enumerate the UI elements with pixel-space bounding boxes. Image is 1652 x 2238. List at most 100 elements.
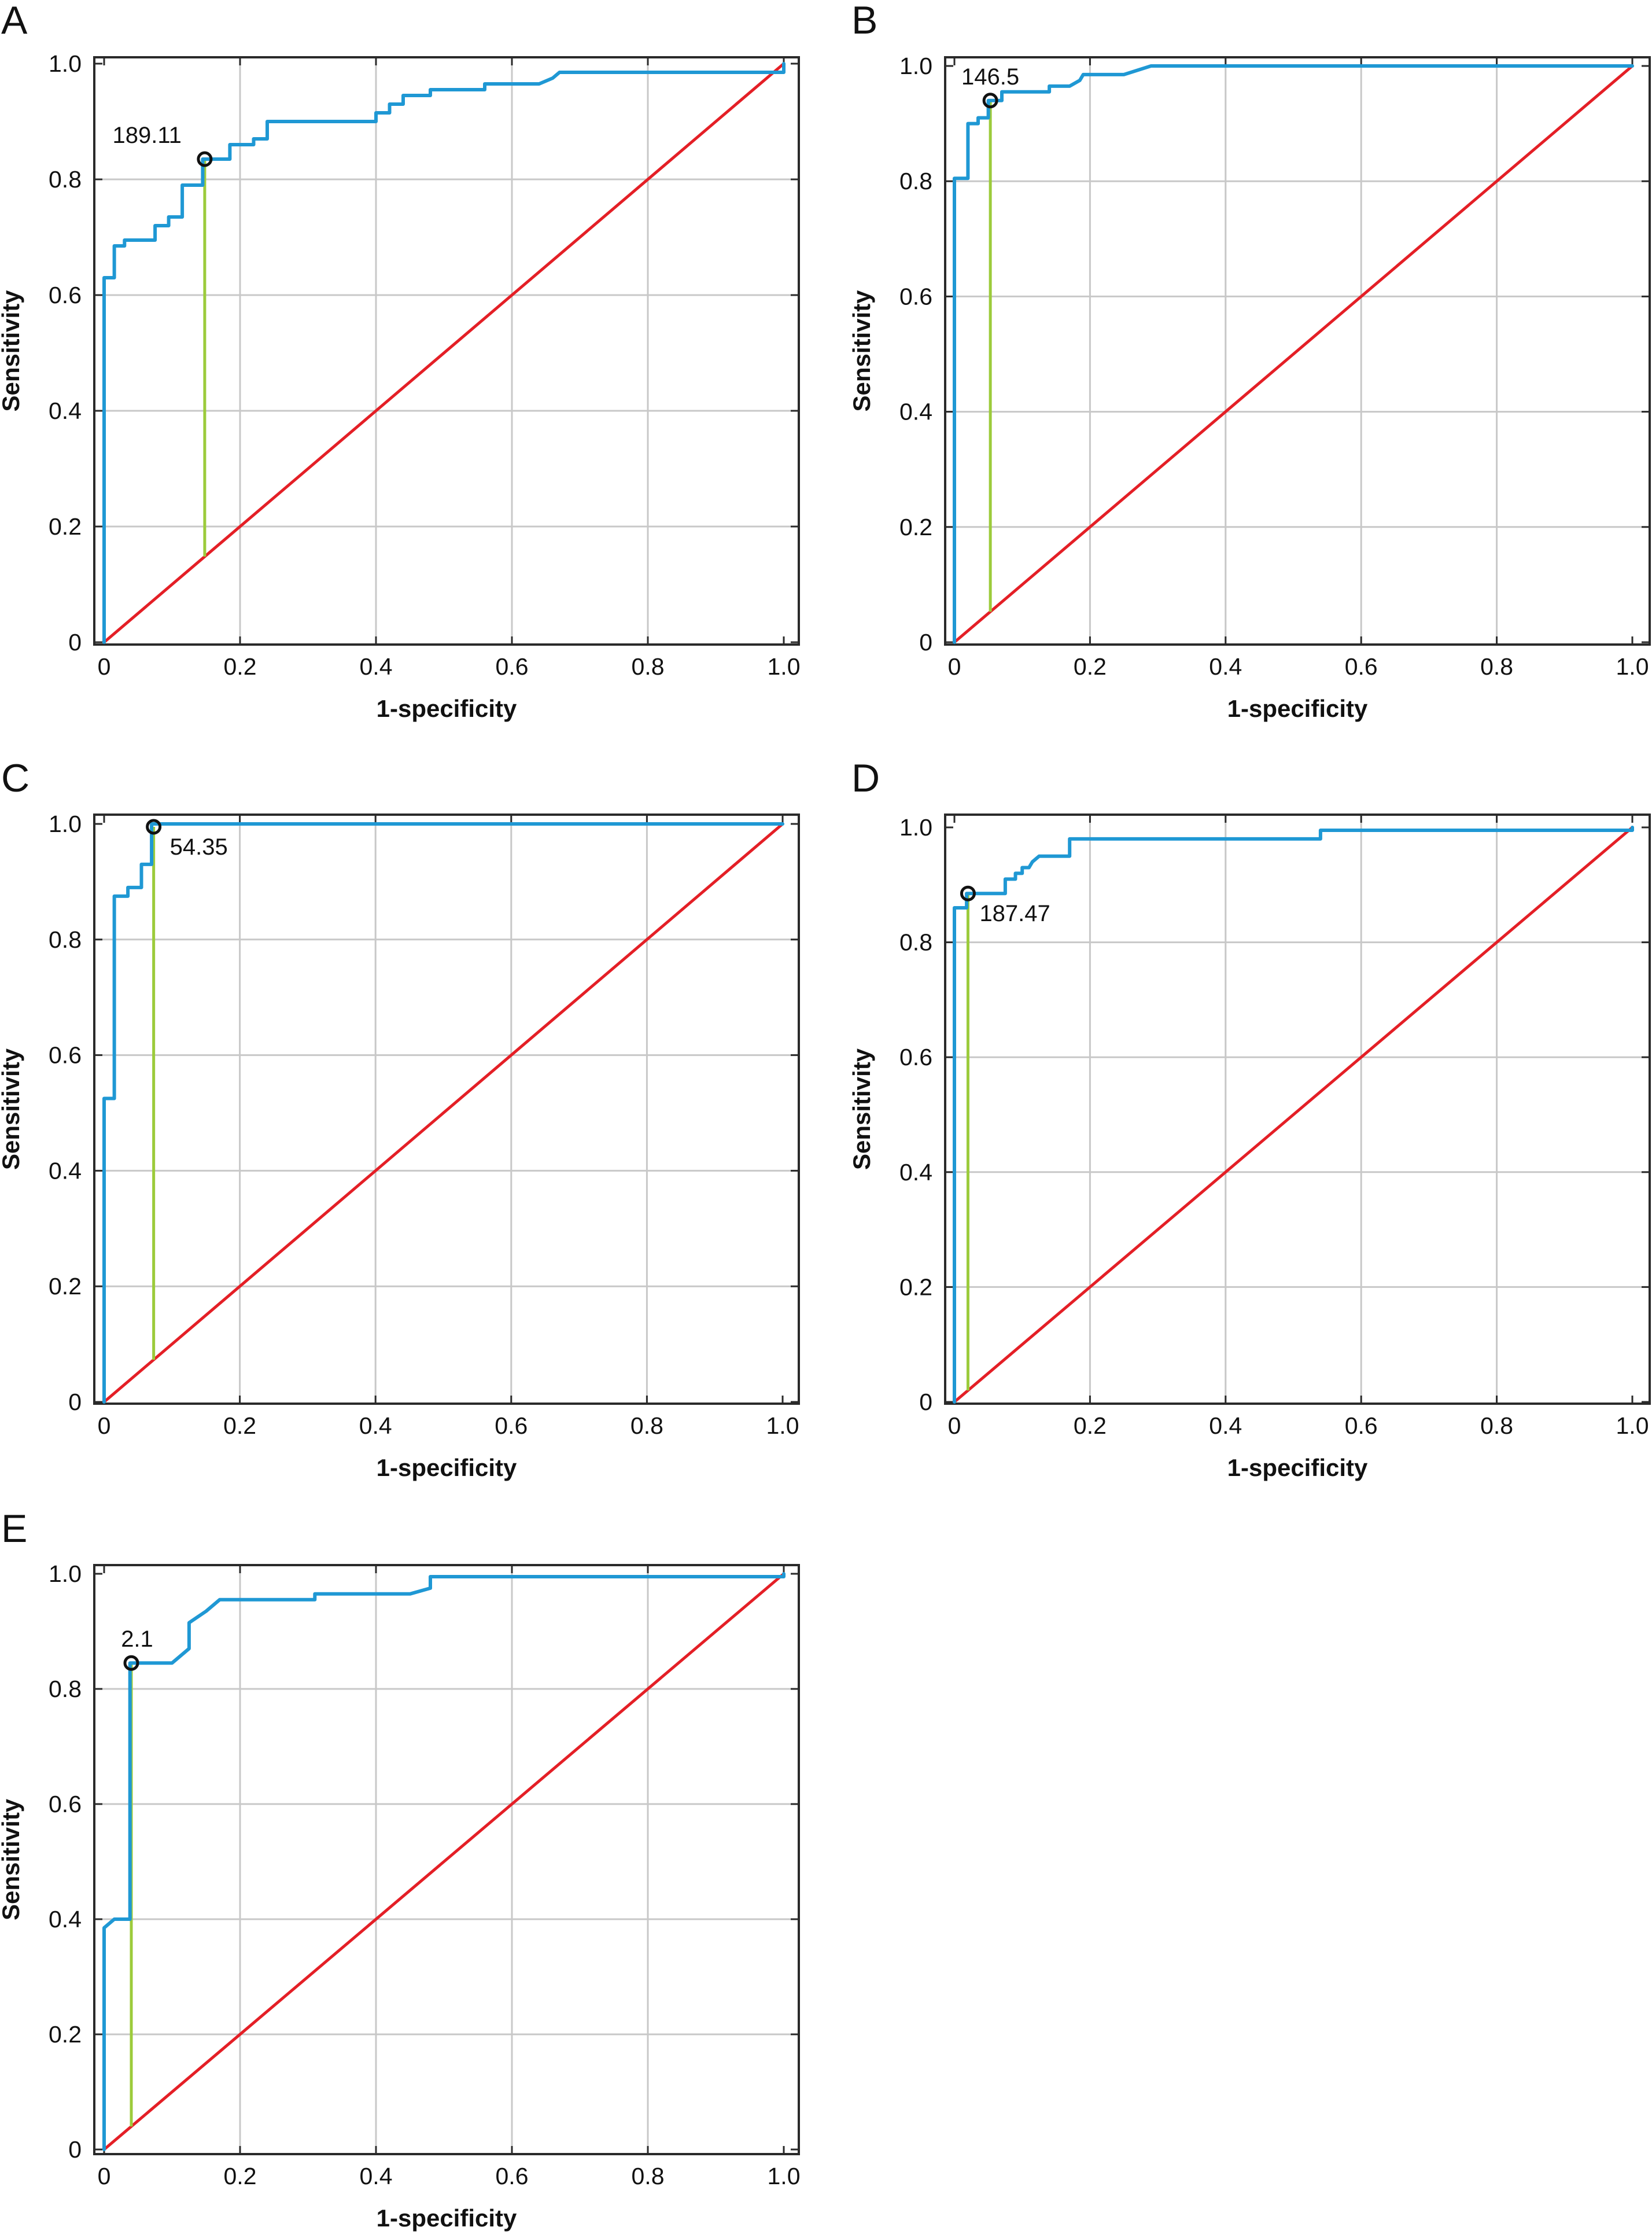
cutoff-label: 2.1 (121, 1626, 153, 1652)
y-tick-label: 0.2 (49, 513, 82, 540)
plot-frame-b (944, 56, 1651, 646)
x-tick-label: 0 (98, 653, 111, 680)
roc-panel-a: A 0 0.2 0.4 0.6 0.8 1.0 0 0.2 0.4 0.6 0.8 1.0 1-speci… (0, 0, 801, 722)
panel-letter-e: E (1, 1507, 27, 1551)
x-tick-label: 0 (98, 1412, 111, 1439)
x-tick-label: 0.8 (632, 2163, 665, 2189)
y-axis-title: Sensitivity (0, 1798, 24, 1920)
y-tick-label: 0.2 (899, 1273, 932, 1300)
y-tick-label: 0.6 (49, 1791, 82, 1817)
y-tick-label: 0 (68, 2136, 82, 2163)
roc-panel-b: B 0 0.2 0.4 0.6 0.8 1.0 0 0.2 0.4 0.6 0.8 1.0 1-speci… (848, 0, 1651, 722)
x-tick-label: 0.4 (1209, 653, 1242, 680)
x-tick-label: 0.8 (632, 653, 665, 680)
cutoff-point-marker (146, 819, 162, 835)
x-tick-label: 1.0 (768, 653, 801, 680)
reference-diagonal-line (103, 62, 785, 643)
panel-letter-a: A (1, 0, 28, 42)
y-tick-label: 0 (919, 629, 932, 656)
x-axis-title: 1-specificity (377, 695, 517, 722)
roc-curve (953, 826, 1634, 1404)
x-tick-label: 0.8 (630, 1412, 663, 1439)
x-tick-label: 0.6 (496, 653, 529, 680)
y-axis-title: Sensitivity (0, 290, 24, 412)
x-tick-label: 0.6 (1345, 1412, 1378, 1439)
cutoff-label: 187.47 (979, 901, 1050, 926)
x-tick-label: 1.0 (766, 1412, 799, 1439)
cutoff-label: 54.35 (170, 834, 228, 860)
y-tick-label: 0.6 (49, 282, 82, 308)
x-tick-label: 0.4 (360, 653, 393, 680)
plot-frame-d (944, 814, 1651, 1405)
x-axis-title: 1-specificity (377, 1454, 517, 1481)
y-tick-label: 0.8 (49, 1676, 82, 1702)
x-axis-title: 1-specificity (1227, 1454, 1368, 1481)
x-tick-label: 0.2 (224, 653, 257, 680)
y-tick-label: 0 (68, 629, 82, 656)
reference-diagonal-line (103, 1573, 785, 2151)
x-tick-label: 0.4 (359, 1412, 392, 1439)
x-axis-title: 1-specificity (1227, 695, 1368, 722)
y-axis-title: Sensitivity (0, 1048, 24, 1170)
y-axis-title: Sensitivity (848, 290, 875, 412)
roc-curve (102, 1572, 786, 2151)
plot-frame-c (93, 814, 800, 1405)
cutoff-label: 146.5 (961, 64, 1019, 90)
y-tick-label: 0.2 (899, 514, 932, 540)
y-tick-label: 1.0 (49, 50, 82, 77)
x-tick-label: 0.8 (1480, 1412, 1513, 1439)
y-tick-label: 1.0 (49, 1560, 82, 1587)
x-tick-label: 0.2 (224, 2163, 257, 2189)
y-tick-label: 0.4 (49, 397, 82, 424)
y-tick-label: 0.8 (49, 926, 82, 953)
plot-frame-e (93, 1564, 800, 2155)
cutoff-point-marker (982, 93, 998, 109)
y-tick-label: 1.0 (899, 814, 932, 841)
x-tick-label: 0.4 (360, 2163, 393, 2189)
reference-diagonal-line (953, 826, 1633, 1403)
roc-panel-d: D 0 0.2 0.4 0.6 0.8 1.0 0 0.2 0.4 0.6 0.8 1.0 1-speci… (848, 756, 1651, 1481)
y-tick-label: 0.8 (49, 166, 82, 193)
y-axis-title: Sensitivity (848, 1048, 875, 1170)
roc-curve (953, 64, 1634, 644)
y-tick-label: 0.6 (899, 1044, 932, 1070)
y-tick-label: 0.4 (49, 1906, 82, 1933)
x-tick-label: 0 (948, 653, 961, 680)
roc-panel-c: C 0 0.2 0.4 0.6 0.8 1.0 0 0.2 0.4 0.6 0.8 1.0 1-speci… (0, 756, 800, 1481)
y-tick-label: 1.0 (899, 53, 932, 79)
x-tick-label: 0 (948, 1412, 961, 1439)
x-tick-label: 0.2 (223, 1412, 256, 1439)
plot-frame-a (93, 56, 800, 646)
x-tick-label: 0.6 (1345, 653, 1378, 680)
y-tick-label: 0 (68, 1389, 82, 1415)
cutoff-point-marker (123, 1655, 139, 1671)
y-tick-label: 0.2 (49, 1273, 82, 1300)
roc-curve (102, 62, 786, 644)
y-tick-label: 1.0 (49, 811, 82, 837)
y-tick-label: 0.8 (899, 168, 932, 194)
x-tick-label: 1.0 (768, 2163, 801, 2189)
cutoff-point-marker (197, 151, 213, 167)
y-tick-label: 0.4 (899, 1159, 932, 1186)
x-tick-label: 0.2 (1074, 1412, 1107, 1439)
x-tick-label: 1.0 (1616, 653, 1649, 680)
panel-letter-d: D (851, 756, 880, 800)
y-tick-label: 0.4 (899, 399, 932, 425)
reference-diagonal-line (103, 823, 784, 1403)
reference-diagonal-line (953, 65, 1633, 643)
x-tick-label: 0.2 (1074, 653, 1107, 680)
cutoff-point-marker (960, 885, 976, 901)
roc-panel-e: E 0 0.2 0.4 0.6 0.8 1.0 0 0.2 0.4 0.6 0.8 1.0 1-speci… (0, 1507, 801, 2232)
panel-letter-c: C (1, 756, 30, 800)
y-tick-label: 0.6 (49, 1042, 82, 1069)
y-tick-label: 0 (919, 1389, 932, 1415)
x-tick-label: 0.6 (496, 2163, 529, 2189)
x-tick-label: 0 (98, 2163, 111, 2189)
x-tick-label: 0.4 (1209, 1412, 1242, 1439)
y-tick-label: 0.2 (49, 2021, 82, 2048)
y-tick-label: 0.6 (899, 283, 932, 310)
roc-curve (102, 822, 784, 1404)
x-axis-title: 1-specificity (377, 2204, 517, 2232)
cutoff-label: 189.11 (113, 123, 182, 148)
